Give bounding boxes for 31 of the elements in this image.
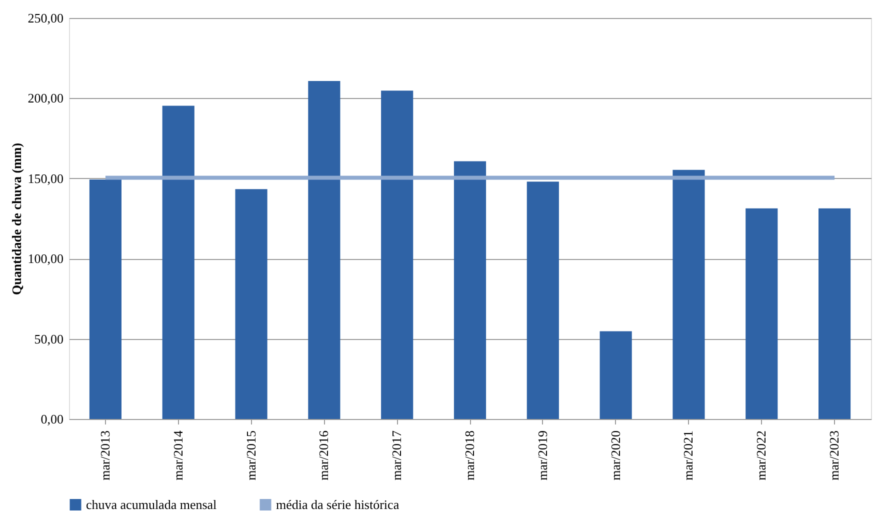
x-tick-label: mar/2020 bbox=[608, 430, 623, 480]
bar bbox=[235, 189, 268, 419]
x-tick-label: mar/2015 bbox=[243, 430, 258, 480]
y-tick-label: 50,00 bbox=[34, 331, 64, 346]
legend-label: média da série histórica bbox=[276, 496, 400, 512]
y-axis-title: Quantidade de chuva (mm) bbox=[8, 142, 24, 296]
bar bbox=[89, 180, 122, 419]
bar bbox=[600, 331, 632, 419]
bar bbox=[526, 182, 559, 419]
x-tick-label: mar/2014 bbox=[170, 430, 186, 480]
bar bbox=[746, 208, 778, 419]
bar bbox=[308, 81, 340, 419]
x-tick-label: mar/2019 bbox=[534, 430, 550, 480]
y-tick-label: 150,00 bbox=[28, 170, 64, 186]
x-tick-label: mar/2022 bbox=[754, 430, 769, 480]
bar bbox=[381, 90, 414, 419]
y-tick-label: 200,00 bbox=[28, 90, 64, 106]
y-tick-label: 100,00 bbox=[28, 251, 64, 266]
y-tick-label: 0,00 bbox=[40, 412, 64, 426]
y-tick-label: 250,00 bbox=[28, 10, 64, 26]
bar bbox=[672, 170, 705, 419]
bar bbox=[818, 208, 851, 419]
x-tick-label: mar/2021 bbox=[680, 430, 696, 480]
x-tick-label: mar/2013 bbox=[97, 430, 112, 480]
legend-label: chuva acumulada mensal bbox=[86, 496, 218, 512]
x-tick-label: mar/2023 bbox=[826, 430, 842, 480]
x-tick-label: mar/2018 bbox=[462, 430, 477, 480]
x-tick-label: mar/2016 bbox=[316, 430, 332, 480]
x-tick-label: mar/2017 bbox=[389, 430, 404, 480]
bar bbox=[454, 161, 486, 419]
bar bbox=[162, 106, 194, 419]
